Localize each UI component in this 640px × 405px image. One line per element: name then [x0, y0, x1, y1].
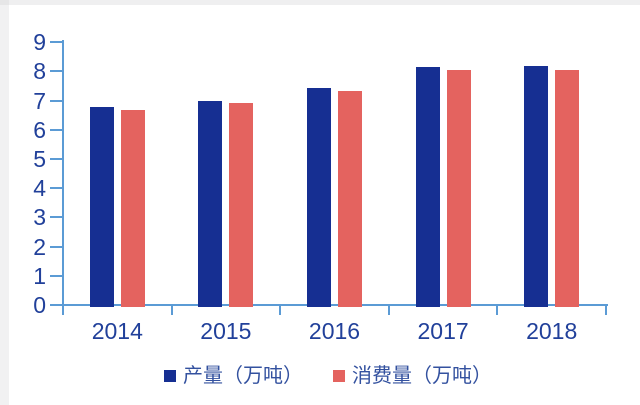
y-tick-label: 7 [33, 87, 46, 114]
y-axis-tick [50, 158, 62, 160]
y-tick-label: 1 [33, 262, 46, 289]
y-tick-label: 9 [33, 29, 46, 56]
x-axis-tick [605, 306, 607, 315]
x-axis-label-2017: 2017 [417, 318, 469, 344]
y-axis-tick [50, 128, 62, 131]
y-tick-label: 0 [33, 292, 46, 318]
x-axis-tick [62, 306, 64, 315]
bar-series2-2016 [338, 90, 362, 307]
x-axis-tick [496, 306, 499, 315]
bar-series2-2018 [555, 70, 580, 307]
x-axis-label-2015: 2015 [200, 318, 252, 344]
y-tick-label: 3 [33, 204, 46, 231]
legend-label: 消费量（万吨） [352, 365, 492, 387]
bar-series2-2015 [229, 102, 254, 307]
bar-series1-2015 [198, 101, 223, 307]
x-axis-line [55, 304, 608, 306]
y-axis-tick [50, 304, 62, 306]
legend-swatch-icon [333, 370, 345, 382]
screenshot-top-edge [0, 0, 640, 5]
x-axis-label-2018: 2018 [526, 318, 578, 344]
bar-series2-2014 [120, 109, 145, 307]
x-axis-tick [170, 306, 173, 315]
bar-series1-2016 [307, 87, 331, 307]
y-axis-tick [50, 99, 62, 102]
x-axis-tick [387, 306, 390, 315]
y-axis-tick [50, 274, 62, 277]
y-tick-label: 4 [33, 175, 46, 202]
legend-label: 产量（万吨） [183, 365, 303, 387]
x-axis-label-2016: 2016 [308, 318, 361, 344]
legend-swatch-icon [164, 370, 176, 382]
y-axis-line [62, 40, 64, 313]
y-axis-tick [50, 187, 62, 190]
screenshot-left-edge [0, 0, 9, 405]
x-axis-tick [279, 306, 282, 315]
bar-series1-2017 [415, 67, 440, 307]
bar-series1-2014 [89, 106, 114, 307]
bar-series1-2018 [524, 66, 549, 307]
y-axis-tick [50, 41, 62, 44]
y-tick-label: 2 [33, 233, 46, 260]
x-axis-label-2014: 2014 [91, 318, 143, 344]
y-axis-tick [50, 216, 62, 219]
y-tick-label: 6 [33, 116, 46, 143]
y-tick-label: 5 [33, 146, 46, 172]
legend-item-series1: 产量（万吨） [164, 364, 303, 388]
chart-legend: 产量（万吨） 消费量（万吨） [8, 364, 640, 388]
y-tick-label: 8 [33, 58, 46, 85]
legend-item-series2: 消费量（万吨） [333, 364, 492, 388]
y-axis-tick [50, 245, 62, 248]
bar-series2-2017 [446, 70, 471, 307]
y-axis-tick [50, 70, 62, 73]
